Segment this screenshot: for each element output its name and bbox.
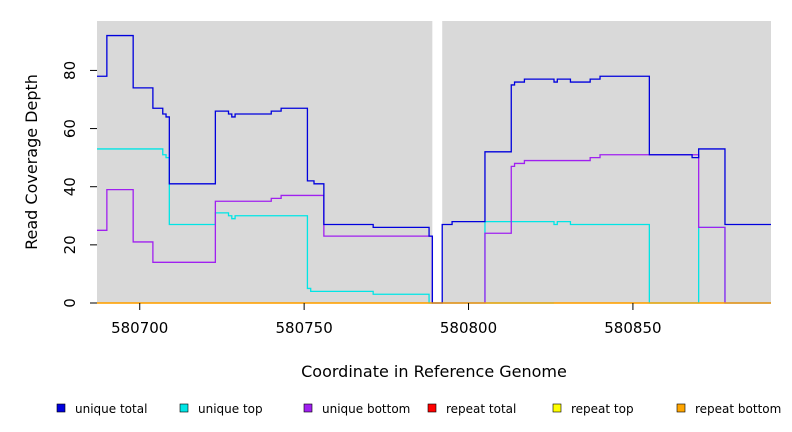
- legend-label: repeat total: [446, 402, 516, 416]
- series-line-unique-top: [97, 148, 771, 304]
- x-axis: 580700 580750 580800 580850: [111, 303, 662, 337]
- legend-label: unique bottom: [322, 402, 410, 416]
- x-tick-label: 580750: [275, 319, 332, 337]
- y-tick-label: 60: [61, 119, 79, 138]
- x-tick-label: 580850: [604, 319, 661, 337]
- y-tick-label: 20: [61, 235, 79, 254]
- legend-label: unique top: [198, 402, 263, 416]
- y-axis: 0 20 40 60 80: [61, 61, 97, 308]
- series-line-unique-total: [97, 34, 771, 304]
- plot-area: [97, 21, 771, 304]
- y-tick-label: 80: [61, 61, 79, 80]
- y-tick-label: 40: [61, 177, 79, 196]
- legend-item: repeat bottom: [676, 402, 781, 416]
- x-tick-label: 580800: [440, 319, 497, 337]
- legend-swatch: [179, 403, 189, 413]
- x-axis-label: Coordinate in Reference Genome: [301, 362, 567, 381]
- legend-label: repeat bottom: [695, 402, 781, 416]
- plot-background-right: [442, 21, 771, 303]
- legend-item: unique top: [179, 402, 263, 416]
- legend: unique total unique top unique bottom repea…: [56, 402, 781, 416]
- legend-swatch: [552, 403, 562, 413]
- legend-item: unique total: [56, 402, 147, 416]
- legend-swatch: [676, 403, 686, 413]
- legend-item: unique bottom: [303, 402, 410, 416]
- y-tick-label: 0: [61, 298, 79, 308]
- legend-label: repeat top: [571, 402, 634, 416]
- legend-item: repeat total: [427, 402, 516, 416]
- plot-background-left: [97, 21, 433, 303]
- legend-swatch: [427, 403, 437, 413]
- legend-swatch: [303, 403, 313, 413]
- x-tick-label: 580700: [111, 319, 168, 337]
- legend-label: unique total: [75, 402, 147, 416]
- legend-item: repeat top: [552, 402, 634, 416]
- legend-swatch: [56, 403, 66, 413]
- y-axis-label: Read Coverage Depth: [22, 74, 41, 250]
